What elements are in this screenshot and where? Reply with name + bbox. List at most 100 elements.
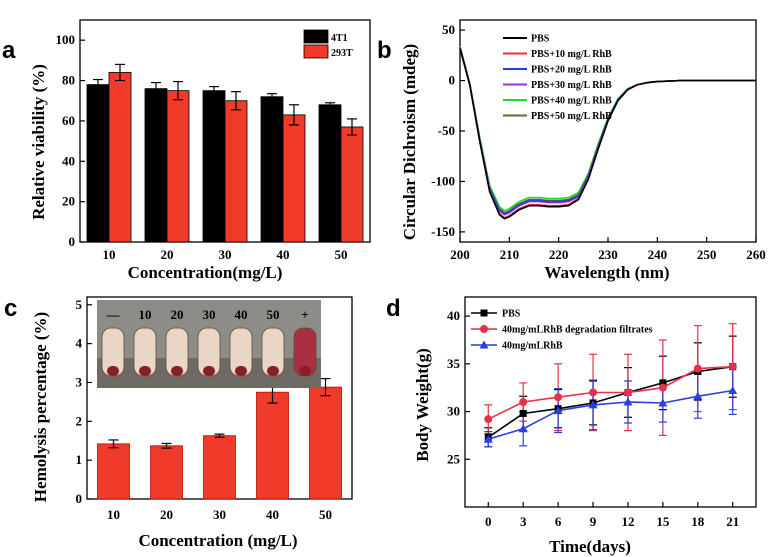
d-point-40mg/mLRhB-0 [483, 434, 493, 443]
c-inset-label-40: 40 [235, 307, 248, 322]
d-line-40mg/mLRhB [488, 389, 733, 440]
c-ylabel: Hemolysis percentage (%) [31, 312, 50, 502]
c-inset-pellet-— [107, 366, 119, 376]
c-inset-label-30: 30 [203, 307, 216, 322]
b-xtick-label: 240 [648, 247, 668, 262]
d-ytick-label: 30 [447, 404, 460, 419]
b-xtick-label: 220 [549, 247, 569, 262]
d-xtick-label: 9 [590, 514, 597, 529]
d-legend-label-40mg/mLRhB degradation filtrates: 40mg/mLRhB degradation filtrates [502, 325, 653, 336]
c-inset-pellet-20 [171, 366, 183, 376]
b-ytick-label: -100 [431, 173, 455, 188]
d-point-40mg/mLRhB degradation filtrates-9 [589, 388, 598, 397]
d-xtick-label: 6 [555, 514, 562, 529]
d-point-40mg/mLRhB-9 [588, 400, 598, 409]
d-line-40mg/mLRhB degradation filtrates [487, 365, 733, 420]
c-inset-label-10: 10 [139, 307, 152, 322]
c-ytick-label: 1 [76, 452, 83, 467]
a-ytick-label: 20 [62, 194, 75, 209]
a-bar-293T-20 [166, 90, 190, 243]
b-line-PBS [459, 48, 756, 220]
d-xtick-label: 21 [726, 514, 739, 529]
a-ytick-label: 0 [69, 234, 76, 249]
c-ytick-label: 2 [76, 413, 83, 428]
c-bar-40 [256, 391, 289, 500]
c-inset-pellet-50 [267, 366, 279, 376]
a-ytick-label: 80 [62, 73, 75, 88]
c-ytick-label: 0 [76, 491, 83, 506]
d-xtick-label: 3 [520, 514, 527, 529]
a-bar-4T1-40 [260, 96, 284, 243]
a-xtick-label: 50 [335, 247, 348, 262]
b-xtick-label: 200 [450, 247, 470, 262]
a-legend-label-293T: 293T [331, 48, 353, 59]
b-legend-label-PBS+20 mg/L RhB: PBS+20 mg/L RhB [531, 65, 612, 76]
c-inset-label-—: — [106, 307, 121, 322]
b-xtick-label: 260 [746, 247, 766, 262]
a-xtick-label: 30 [219, 247, 232, 262]
c-ytick-label: 4 [76, 336, 83, 351]
b-legend-label-PBS+50 mg/L RhB: PBS+50 mg/L RhB [531, 111, 612, 122]
d-xtick-label: 15 [656, 514, 670, 529]
c-ytick-label: 3 [76, 374, 83, 389]
b-legend-label-PBS: PBS [531, 34, 550, 45]
a-legend-swatch-293T [303, 44, 329, 59]
a-bar-293T-40 [282, 114, 306, 243]
c-xtick-label: 50 [319, 507, 332, 522]
d-ytick-label: 35 [447, 356, 461, 371]
c-xtick-label: 10 [107, 507, 120, 522]
c-inset-label-20: 20 [171, 307, 184, 322]
c-inset-pellet-40 [235, 366, 247, 376]
c-ytick-label: 5 [76, 297, 83, 312]
c-inset-pellet-+ [299, 366, 311, 376]
d-ytick-label: 25 [447, 451, 461, 466]
d-point-40mg/mLRhB-15 [658, 398, 668, 407]
d-legend-marker-40mg/mLRhB degradation filtrates [480, 325, 488, 333]
c-bar-50 [309, 386, 342, 500]
a-bar-293T-30 [224, 100, 248, 243]
d-legend-marker-PBS [480, 309, 488, 317]
c-xtick-label: 40 [266, 507, 279, 522]
d-ytick-label: 40 [447, 308, 460, 323]
c-xlabel: Concentration (mg/L) [138, 531, 297, 550]
c-bar-10 [97, 443, 130, 500]
d-point-40mg/mLRhB degradation filtrates-12 [623, 388, 632, 397]
b-xlabel: Wavelength (nm) [544, 263, 669, 282]
d-legend-marker-40mg/mLRhB [479, 340, 489, 349]
d-xlabel: Time(days) [549, 537, 631, 556]
b-ytick-label: -150 [431, 224, 455, 239]
d-point-40mg/mLRhB-3 [518, 424, 528, 433]
b-ytick-label: 0 [449, 73, 456, 88]
a-legend-swatch-4T1 [303, 29, 329, 44]
c-xtick-label: 30 [213, 507, 226, 522]
d-point-40mg/mLRhB degradation filtrates-15 [658, 383, 667, 392]
b-legend-label-PBS+30 mg/L RhB: PBS+30 mg/L RhB [531, 80, 612, 91]
d-xtick-label: 0 [485, 514, 492, 529]
a-xtick-label: 10 [103, 247, 116, 262]
d-point-40mg/mLRhB degradation filtrates-6 [554, 393, 563, 402]
panel-letter-c: c [4, 295, 17, 322]
c-inset-label-+: + [301, 307, 308, 322]
d-point-40mg/mLRhB degradation filtrates-18 [693, 364, 702, 373]
panel-letter-b: b [377, 37, 392, 64]
d-legend-label-PBS: PBS [502, 309, 521, 320]
d-point-40mg/mLRhB degradation filtrates-0 [484, 415, 493, 424]
a-ytick-label: 100 [56, 32, 76, 47]
b-xtick-label: 250 [697, 247, 717, 262]
a-ylabel: Relative viability (%) [29, 64, 48, 220]
a-bar-293T-10 [108, 72, 132, 243]
a-xlabel: Concentration(mg/L) [128, 263, 283, 282]
d-xtick-label: 18 [691, 514, 705, 529]
a-bar-4T1-20 [144, 88, 168, 243]
a-bar-4T1-50 [318, 104, 342, 243]
d-point-PBS-3 [519, 409, 527, 417]
d-point-40mg/mLRhB-18 [693, 391, 703, 400]
a-ytick-label: 40 [62, 153, 75, 168]
a-xtick-label: 20 [161, 247, 174, 262]
a-bar-4T1-30 [202, 90, 226, 243]
d-point-40mg/mLRhB degradation filtrates-3 [519, 398, 528, 406]
c-bar-30 [203, 435, 236, 500]
a-legend-label-4T1: 4T1 [331, 33, 348, 44]
d-xtick-label: 12 [621, 514, 634, 529]
